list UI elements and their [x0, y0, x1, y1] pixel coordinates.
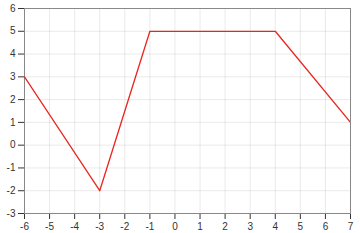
svg-text:2: 2 [10, 94, 16, 105]
svg-text:-2: -2 [120, 221, 129, 232]
svg-text:4: 4 [10, 48, 16, 59]
svg-text:-4: -4 [70, 221, 79, 232]
svg-text:5: 5 [298, 221, 304, 232]
svg-text:6: 6 [10, 3, 16, 14]
svg-text:-5: -5 [45, 221, 54, 232]
svg-text:-1: -1 [145, 221, 154, 232]
svg-text:5: 5 [10, 25, 16, 36]
svg-text:6: 6 [323, 221, 329, 232]
svg-text:-3: -3 [95, 221, 104, 232]
svg-text:-1: -1 [7, 162, 16, 173]
svg-text:2: 2 [222, 221, 228, 232]
svg-text:7: 7 [348, 221, 354, 232]
svg-text:0: 0 [10, 139, 16, 150]
svg-text:1: 1 [197, 221, 203, 232]
svg-text:4: 4 [272, 221, 278, 232]
svg-text:-3: -3 [7, 208, 16, 219]
svg-text:-2: -2 [7, 185, 16, 196]
svg-text:1: 1 [10, 117, 16, 128]
svg-text:-6: -6 [20, 221, 29, 232]
svg-text:3: 3 [10, 71, 16, 82]
svg-text:3: 3 [247, 221, 253, 232]
svg-text:0: 0 [172, 221, 178, 232]
